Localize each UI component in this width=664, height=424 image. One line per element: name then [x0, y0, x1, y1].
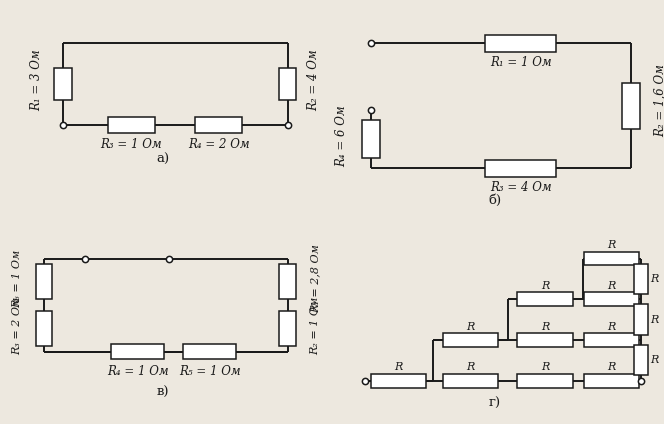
Text: R: R	[466, 322, 475, 332]
Text: R₁ = 3 Ом: R₁ = 3 Ом	[30, 49, 42, 111]
Text: г): г)	[489, 397, 501, 410]
Bar	[517, 292, 573, 306]
Text: а): а)	[156, 153, 169, 166]
Bar	[54, 68, 72, 100]
Bar	[183, 344, 236, 359]
Bar	[485, 35, 556, 51]
Text: R₃ = 2 Ом: R₃ = 2 Ом	[13, 296, 23, 354]
Bar	[111, 344, 164, 359]
Bar	[584, 292, 639, 306]
Text: R: R	[541, 281, 549, 291]
Bar	[584, 374, 639, 388]
Bar	[195, 117, 242, 133]
Bar	[280, 311, 295, 346]
Text: R₅ = 1 Ом: R₅ = 1 Ом	[179, 365, 240, 378]
Text: R: R	[608, 240, 616, 251]
Bar	[36, 311, 52, 346]
Bar	[280, 264, 295, 299]
Bar	[485, 160, 556, 176]
Text: R: R	[608, 363, 616, 373]
Text: R₁ = 1 Ом: R₁ = 1 Ом	[490, 56, 552, 70]
Text: R: R	[394, 363, 403, 373]
Bar	[622, 83, 641, 129]
Text: R: R	[466, 363, 475, 373]
Text: б): б)	[488, 194, 501, 207]
Bar	[584, 251, 639, 265]
Text: R: R	[541, 363, 549, 373]
Text: в): в)	[157, 386, 169, 399]
Text: R: R	[650, 315, 659, 325]
Bar	[443, 333, 498, 347]
Text: R₃ = 4 Ом: R₃ = 4 Ом	[490, 181, 552, 195]
Bar	[443, 374, 498, 388]
Bar	[36, 264, 52, 299]
Text: R₄ = 6 Ом: R₄ = 6 Ом	[335, 106, 348, 167]
Bar	[584, 333, 639, 347]
Bar	[517, 333, 573, 347]
Bar	[108, 117, 155, 133]
Bar	[634, 304, 648, 335]
Bar	[634, 264, 648, 294]
Text: R: R	[608, 281, 616, 291]
Text: R₁ = 2,8 Ом: R₁ = 2,8 Ом	[311, 244, 321, 313]
Bar	[634, 345, 648, 375]
Text: R: R	[650, 355, 659, 365]
Text: R₄ = 2 Ом: R₄ = 2 Ом	[188, 138, 250, 151]
Text: R₃ = 1 Ом: R₃ = 1 Ом	[101, 138, 162, 151]
Text: R₄ = 1 Ом: R₄ = 1 Ом	[107, 365, 169, 378]
Text: R₂ = 1,6 Ом: R₂ = 1,6 Ом	[654, 64, 664, 137]
Text: R₂ = 1 Ом: R₂ = 1 Ом	[311, 296, 321, 354]
Bar	[279, 68, 296, 100]
Text: R: R	[541, 322, 549, 332]
Text: R: R	[650, 274, 659, 284]
Text: R₆ = 1 Ом: R₆ = 1 Ом	[13, 250, 23, 308]
Text: R: R	[608, 322, 616, 332]
Bar	[371, 374, 426, 388]
Bar	[362, 120, 380, 158]
Bar	[517, 374, 573, 388]
Text: R₂ = 4 Ом: R₂ = 4 Ом	[307, 49, 321, 111]
